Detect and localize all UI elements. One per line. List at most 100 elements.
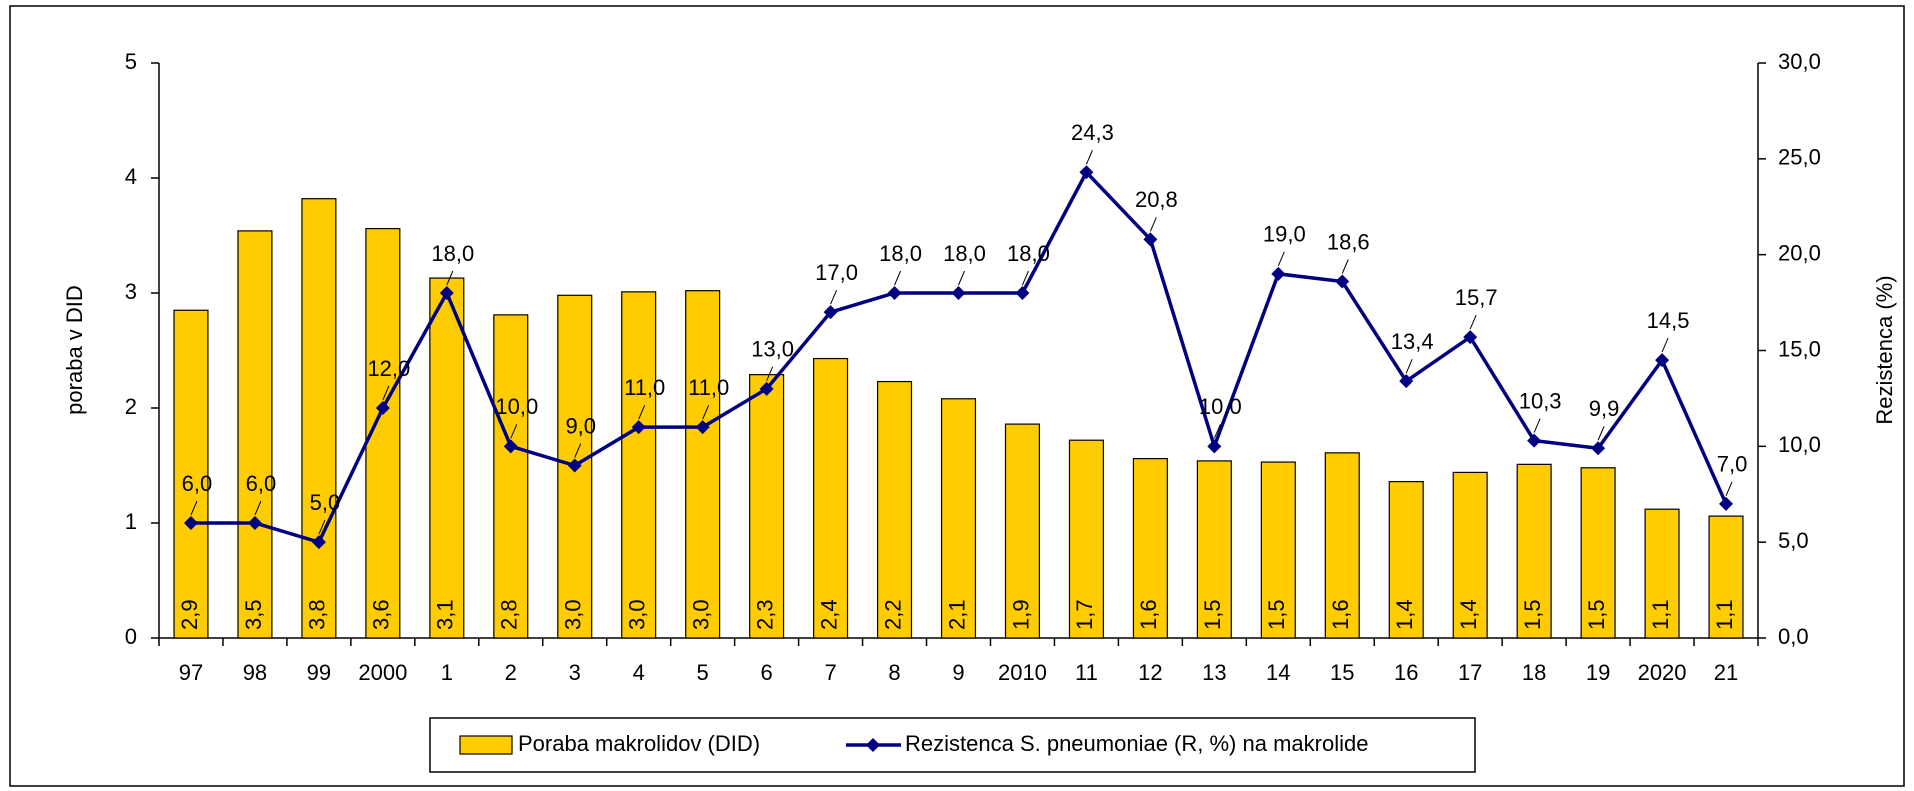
x-tick-label: 99	[307, 660, 331, 685]
line-marker	[1527, 433, 1542, 448]
bar	[173, 309, 209, 639]
bar-value-label: 3,5	[241, 599, 266, 630]
bar	[1132, 458, 1168, 639]
x-tick-label: 1	[441, 660, 453, 685]
label-leader	[446, 270, 454, 286]
y-tick-label: 4	[125, 164, 137, 189]
bar	[813, 357, 849, 639]
y2-tick-label: 10,0	[1778, 432, 1821, 457]
bar-value-label: 2,9	[177, 599, 202, 630]
x-tick-label: 2000	[358, 660, 407, 685]
x-tick-label: 2010	[998, 660, 1047, 685]
x-tick-label: 17	[1458, 660, 1482, 685]
x-tick-label: 4	[633, 660, 645, 685]
label-leader	[1022, 270, 1029, 286]
legend-marker	[866, 738, 880, 752]
x-tick-label: 2020	[1638, 660, 1687, 685]
x-tick-label: 14	[1266, 660, 1290, 685]
line-value-label: 10,3	[1519, 388, 1562, 413]
label-leader	[638, 404, 646, 420]
line-marker	[759, 381, 774, 396]
label-leader	[254, 500, 262, 516]
x-tick-label: 98	[243, 660, 267, 685]
y-tick-label: 2	[125, 394, 137, 419]
bar	[621, 291, 657, 639]
line-value-label: 6,0	[182, 471, 213, 496]
chart-border	[9, 5, 1905, 787]
line-marker	[1463, 330, 1478, 345]
line-marker	[439, 286, 454, 300]
bar-value-label: 1,5	[1520, 599, 1545, 630]
bar	[237, 230, 273, 639]
line-marker	[695, 420, 710, 435]
x-tick-label: 19	[1586, 660, 1610, 685]
bar	[1644, 508, 1680, 639]
label-leader	[1341, 259, 1349, 274]
bar-value-label: 2,3	[752, 599, 777, 630]
line-marker	[1591, 441, 1606, 456]
line-value-label: 10,0	[495, 394, 538, 419]
line-marker	[183, 516, 198, 530]
x-tick-label: 3	[569, 660, 581, 685]
line-value-label: 10,0	[1199, 394, 1242, 419]
label-leader	[702, 404, 710, 420]
line-marker	[1719, 496, 1734, 511]
bar-value-label: 1,6	[1328, 599, 1353, 630]
line-marker	[375, 401, 390, 415]
bar-value-label: 3,6	[369, 599, 394, 630]
line-marker	[1143, 232, 1158, 247]
bar	[1452, 471, 1488, 639]
line-marker	[247, 516, 262, 530]
label-leader	[510, 424, 518, 439]
y-tick-label: 1	[125, 509, 137, 534]
bar	[1388, 481, 1424, 639]
bar	[301, 198, 337, 639]
label-leader	[1405, 358, 1413, 374]
label-leader	[318, 519, 326, 535]
label-leader	[1213, 424, 1221, 439]
x-tick-label: 16	[1394, 660, 1418, 685]
y-tick-label: 3	[125, 279, 137, 304]
x-tick-label: 11	[1075, 660, 1098, 685]
label-leader	[894, 270, 901, 286]
bar-value-label: 1,7	[1072, 599, 1097, 630]
label-leader	[830, 289, 838, 305]
bar-value-label: 3,0	[561, 599, 586, 630]
y2-tick-label: 5,0	[1778, 528, 1809, 553]
bar	[1260, 461, 1296, 639]
line-value-label: 19,0	[1263, 222, 1306, 247]
label-leader	[382, 385, 390, 401]
legend-box	[429, 717, 1476, 773]
bar-value-label: 2,1	[944, 599, 969, 630]
label-leader	[1149, 217, 1157, 232]
y-axis-label: poraba v DID	[62, 285, 87, 415]
line-value-label: 6,0	[246, 471, 277, 496]
line-value-label: 18,0	[879, 241, 922, 266]
line-marker	[887, 286, 902, 300]
line-value-label: 13,0	[751, 337, 794, 362]
bar-value-label: 2,8	[497, 599, 522, 630]
label-leader	[1597, 426, 1605, 441]
bar-value-label: 3,0	[625, 599, 650, 630]
y-tick-label: 5	[125, 49, 137, 74]
x-tick-label: 5	[697, 660, 709, 685]
label-leader	[958, 270, 965, 286]
label-leader	[1277, 251, 1285, 267]
bar-value-label: 1,1	[1712, 599, 1737, 630]
line-value-label: 24,3	[1071, 120, 1114, 145]
line-value-label: 9,9	[1589, 396, 1620, 421]
bar-value-label: 3,0	[688, 599, 713, 630]
bar-value-label: 2,4	[816, 599, 841, 630]
line-value-label: 11,0	[688, 375, 729, 400]
bar	[1580, 467, 1616, 639]
line-value-label: 7,0	[1717, 452, 1748, 477]
bar-value-label: 3,1	[433, 599, 458, 630]
line-marker	[567, 458, 582, 473]
line-value-label: 18,0	[943, 241, 986, 266]
line-marker	[1015, 286, 1030, 300]
legend-swatch	[459, 735, 513, 755]
line-marker	[1335, 274, 1350, 289]
line-value-label: 13,4	[1391, 329, 1434, 354]
line-marker	[631, 420, 646, 435]
y2-tick-label: 0,0	[1778, 624, 1809, 649]
